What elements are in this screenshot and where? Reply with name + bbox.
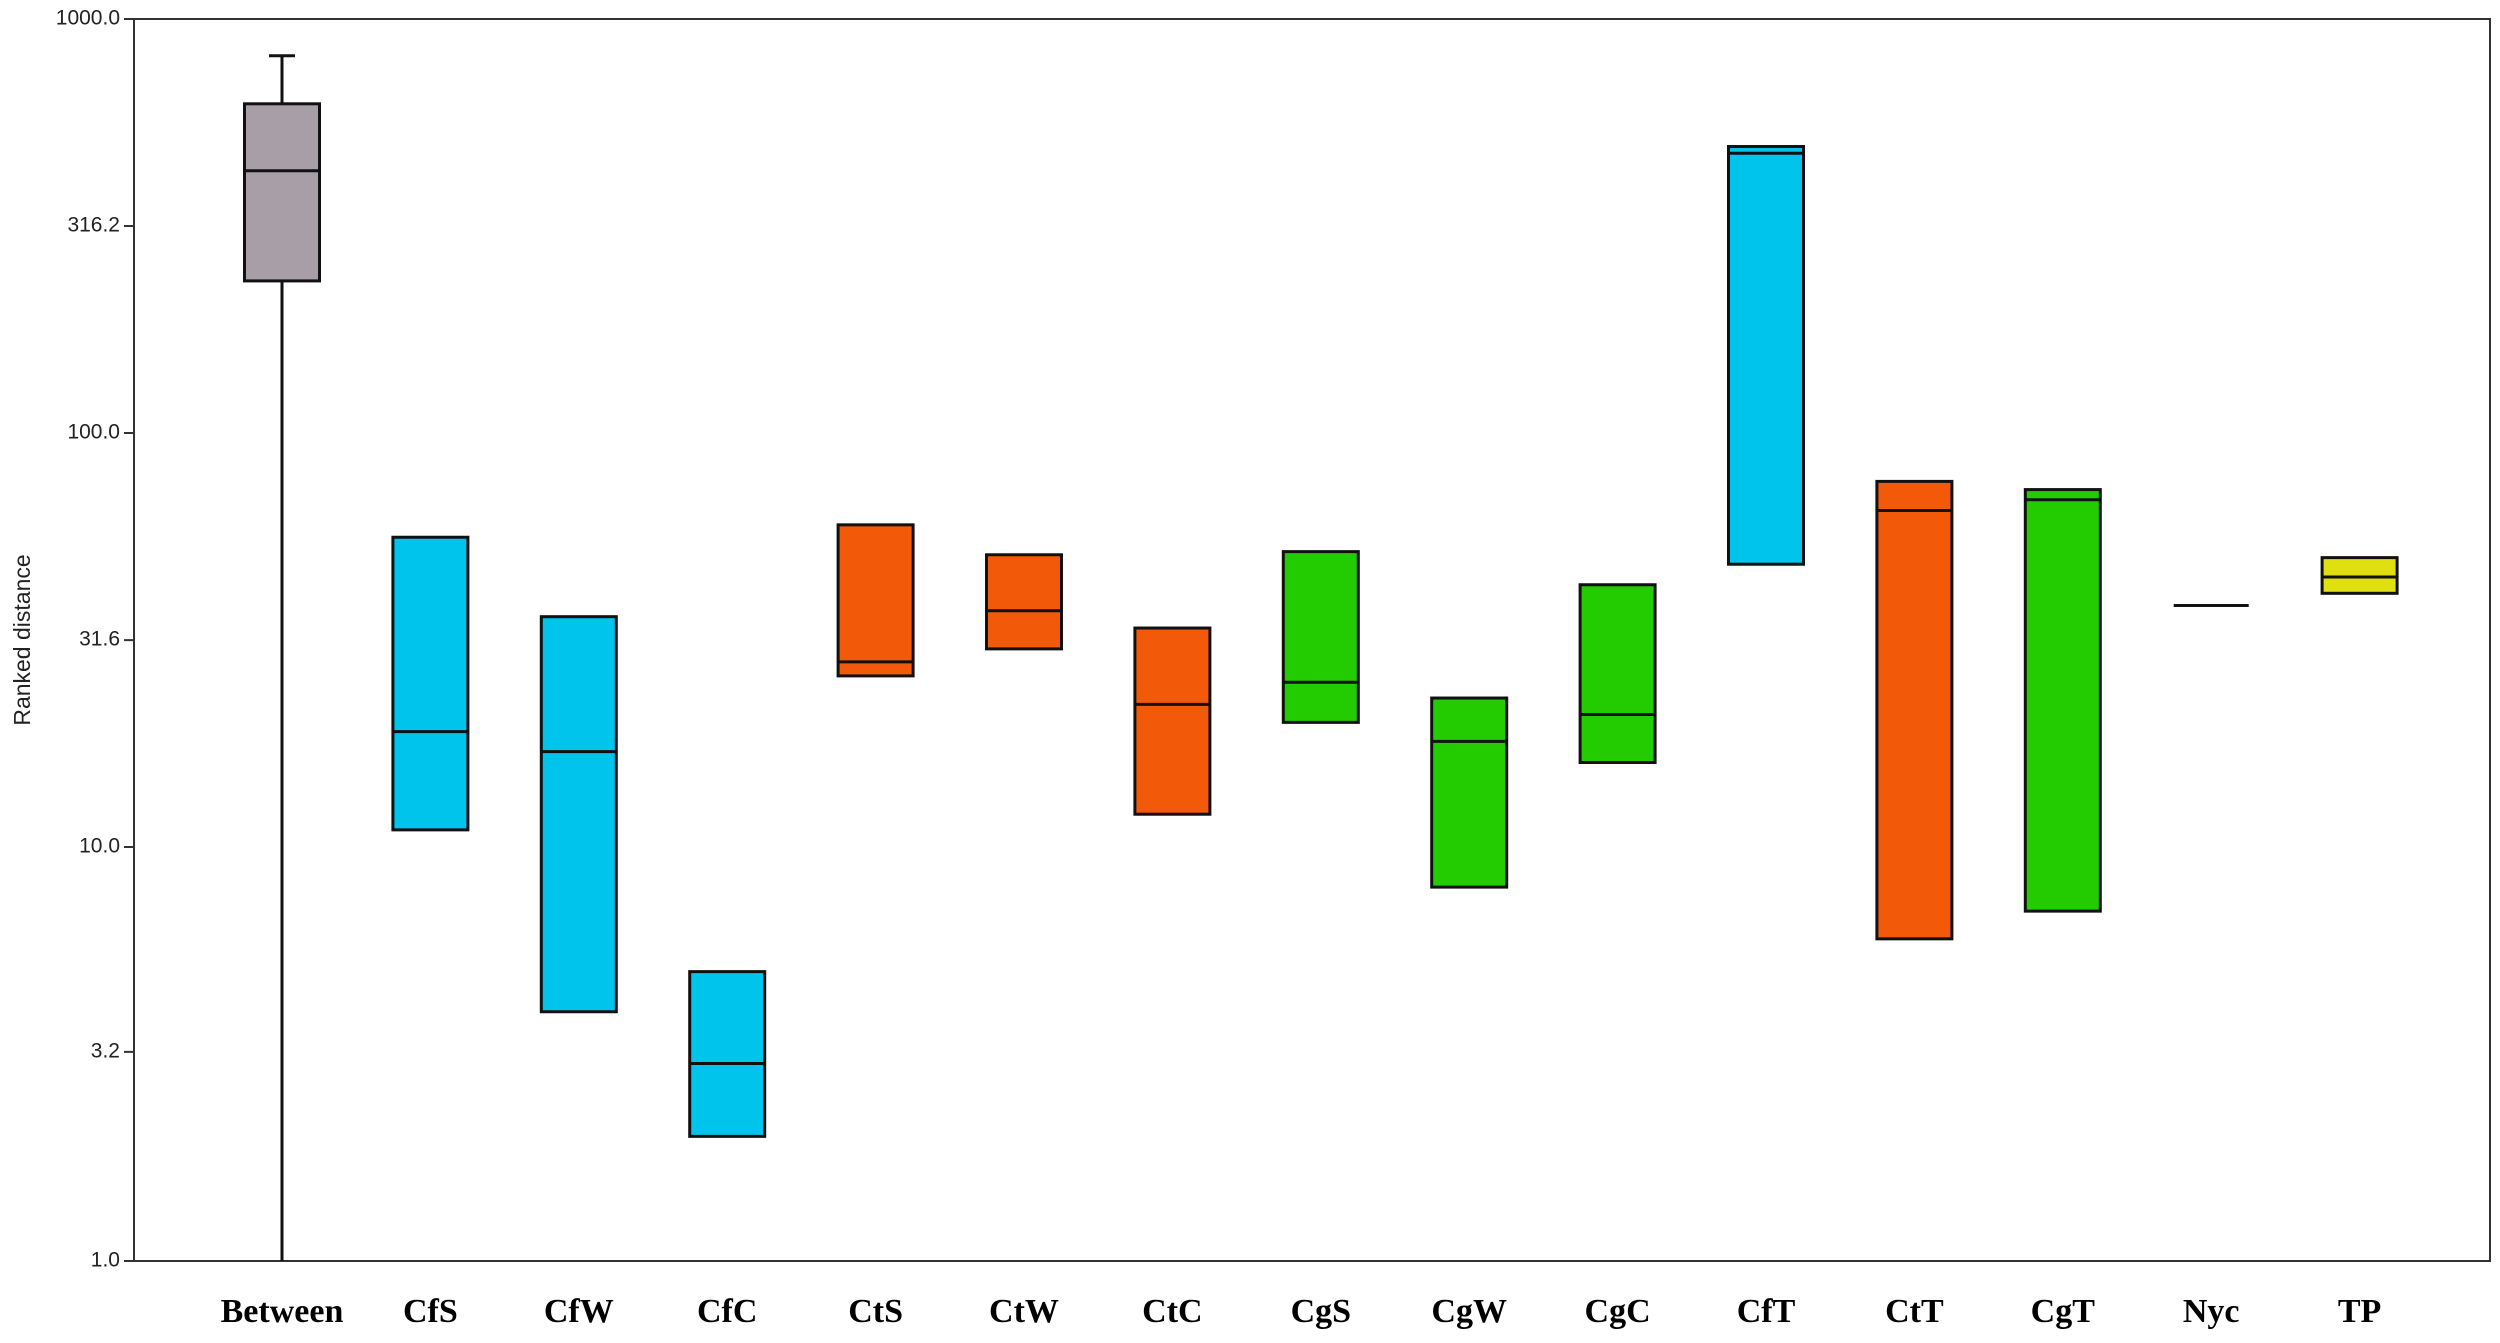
x-tick-label: CgT (2031, 1293, 2096, 1330)
y-tick-label: 316.2 (67, 214, 120, 237)
box (1578, 583, 1657, 764)
box (391, 535, 470, 832)
box (985, 553, 1063, 651)
y-axis-label: Ranked distance (9, 554, 35, 725)
box (688, 970, 767, 1138)
x-tick-label: CtT (1885, 1293, 1944, 1330)
y-tick-label: 1.0 (91, 1249, 120, 1272)
x-tick-label: CgS (1291, 1293, 1351, 1330)
x-tick-label: CgW (1431, 1293, 1507, 1330)
x-tick-label: CfS (403, 1293, 458, 1330)
box (2023, 488, 2102, 913)
x-tick-label: CtS (848, 1293, 903, 1330)
box (539, 615, 618, 1014)
x-tick-label: TP (2338, 1293, 2381, 1330)
x-tick-label: CtW (989, 1293, 1059, 1330)
box (1281, 550, 1360, 724)
x-tick-label: Between (221, 1293, 344, 1330)
x-tick-label: CgC (1585, 1293, 1651, 1330)
y-tick-label: 3.2 (91, 1039, 120, 1062)
box (243, 102, 321, 283)
box (1430, 696, 1509, 889)
box (1727, 145, 1805, 566)
y-tick-label: 10.0 (79, 835, 120, 858)
box (1875, 479, 1954, 941)
x-tick-label: CfT (1737, 1293, 1796, 1330)
x-tick-label: CfC (697, 1293, 757, 1330)
box (1133, 626, 1212, 816)
x-tick-label: CtC (1142, 1293, 1202, 1330)
y-tick-label: 100.0 (67, 421, 120, 444)
x-tick-label: CfW (544, 1293, 614, 1330)
box (2320, 556, 2399, 595)
y-tick-label: 1000.0 (56, 7, 120, 30)
x-tick-label: Nyc (2183, 1293, 2240, 1330)
y-tick-label: 31.6 (79, 628, 120, 651)
box (836, 523, 915, 678)
